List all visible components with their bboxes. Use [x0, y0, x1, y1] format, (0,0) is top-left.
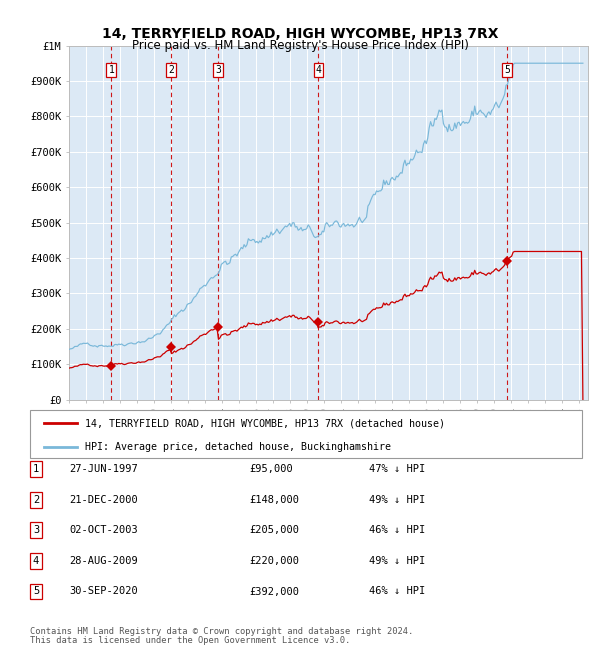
Text: Contains HM Land Registry data © Crown copyright and database right 2024.: Contains HM Land Registry data © Crown c… — [30, 627, 413, 636]
Text: 30-SEP-2020: 30-SEP-2020 — [69, 586, 138, 597]
Text: This data is licensed under the Open Government Licence v3.0.: This data is licensed under the Open Gov… — [30, 636, 350, 645]
Text: 4: 4 — [33, 556, 39, 566]
Text: 27-JUN-1997: 27-JUN-1997 — [69, 464, 138, 474]
FancyBboxPatch shape — [30, 410, 582, 458]
Text: 49% ↓ HPI: 49% ↓ HPI — [369, 495, 425, 505]
Text: £148,000: £148,000 — [249, 495, 299, 505]
Text: 5: 5 — [504, 65, 510, 75]
Text: £205,000: £205,000 — [249, 525, 299, 536]
Text: HPI: Average price, detached house, Buckinghamshire: HPI: Average price, detached house, Buck… — [85, 441, 391, 452]
Text: £95,000: £95,000 — [249, 464, 293, 474]
Text: £220,000: £220,000 — [249, 556, 299, 566]
Text: 3: 3 — [215, 65, 221, 75]
Text: 47% ↓ HPI: 47% ↓ HPI — [369, 464, 425, 474]
Text: 28-AUG-2009: 28-AUG-2009 — [69, 556, 138, 566]
Text: Price paid vs. HM Land Registry's House Price Index (HPI): Price paid vs. HM Land Registry's House … — [131, 39, 469, 52]
Text: 02-OCT-2003: 02-OCT-2003 — [69, 525, 138, 536]
Text: 2: 2 — [33, 495, 39, 505]
Text: 1: 1 — [33, 464, 39, 474]
Text: 46% ↓ HPI: 46% ↓ HPI — [369, 525, 425, 536]
Text: 14, TERRYFIELD ROAD, HIGH WYCOMBE, HP13 7RX: 14, TERRYFIELD ROAD, HIGH WYCOMBE, HP13 … — [102, 27, 498, 42]
Text: 46% ↓ HPI: 46% ↓ HPI — [369, 586, 425, 597]
Text: 4: 4 — [316, 65, 322, 75]
Text: 5: 5 — [33, 586, 39, 597]
Text: 1: 1 — [109, 65, 115, 75]
Text: 2: 2 — [168, 65, 174, 75]
Text: 49% ↓ HPI: 49% ↓ HPI — [369, 556, 425, 566]
Text: 14, TERRYFIELD ROAD, HIGH WYCOMBE, HP13 7RX (detached house): 14, TERRYFIELD ROAD, HIGH WYCOMBE, HP13 … — [85, 418, 445, 428]
Text: 3: 3 — [33, 525, 39, 536]
Text: 21-DEC-2000: 21-DEC-2000 — [69, 495, 138, 505]
Text: £392,000: £392,000 — [249, 586, 299, 597]
